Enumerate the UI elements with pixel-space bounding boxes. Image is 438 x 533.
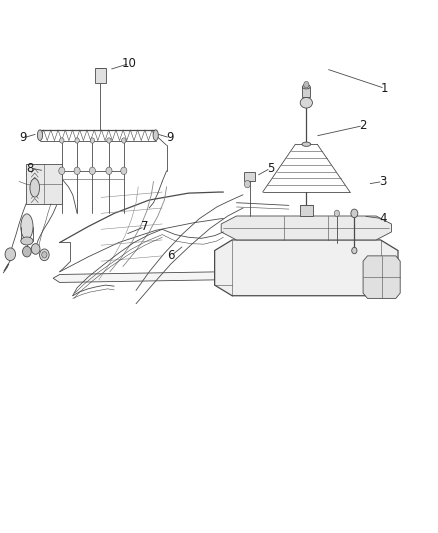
Circle shape — [75, 138, 79, 143]
Text: 9: 9 — [20, 131, 27, 144]
Circle shape — [107, 138, 111, 143]
Text: 3: 3 — [379, 175, 386, 188]
Ellipse shape — [153, 130, 158, 141]
Circle shape — [304, 82, 309, 88]
Text: 7: 7 — [141, 220, 148, 233]
Text: 9: 9 — [166, 131, 174, 144]
Circle shape — [42, 252, 47, 258]
Ellipse shape — [21, 237, 33, 245]
Text: 2: 2 — [359, 119, 367, 132]
Circle shape — [244, 180, 251, 188]
Ellipse shape — [300, 98, 312, 108]
Circle shape — [59, 167, 65, 174]
Ellipse shape — [302, 85, 310, 89]
Circle shape — [106, 167, 112, 174]
Text: 4: 4 — [379, 212, 386, 225]
Bar — [244, 172, 255, 181]
Circle shape — [89, 167, 95, 174]
Polygon shape — [221, 216, 392, 240]
Text: 1: 1 — [381, 82, 389, 95]
Circle shape — [5, 248, 15, 261]
Circle shape — [22, 246, 31, 257]
Polygon shape — [53, 272, 399, 296]
Circle shape — [60, 138, 64, 143]
Text: 8: 8 — [27, 161, 34, 175]
Ellipse shape — [302, 142, 311, 147]
Text: 6: 6 — [167, 249, 175, 262]
Text: 5: 5 — [267, 161, 274, 175]
Circle shape — [121, 167, 127, 174]
Circle shape — [90, 138, 95, 143]
Ellipse shape — [30, 179, 39, 197]
Circle shape — [74, 167, 80, 174]
Circle shape — [352, 247, 357, 254]
Text: 10: 10 — [122, 57, 137, 70]
Ellipse shape — [37, 130, 42, 141]
Circle shape — [31, 244, 40, 254]
Circle shape — [351, 209, 358, 217]
Polygon shape — [363, 256, 400, 298]
Bar — [26, 164, 62, 204]
Ellipse shape — [21, 214, 33, 239]
Circle shape — [334, 210, 339, 216]
Circle shape — [39, 249, 49, 261]
Bar — [302, 87, 310, 98]
Circle shape — [122, 138, 126, 143]
Bar — [300, 205, 313, 216]
Bar — [95, 68, 106, 83]
Polygon shape — [215, 240, 398, 296]
